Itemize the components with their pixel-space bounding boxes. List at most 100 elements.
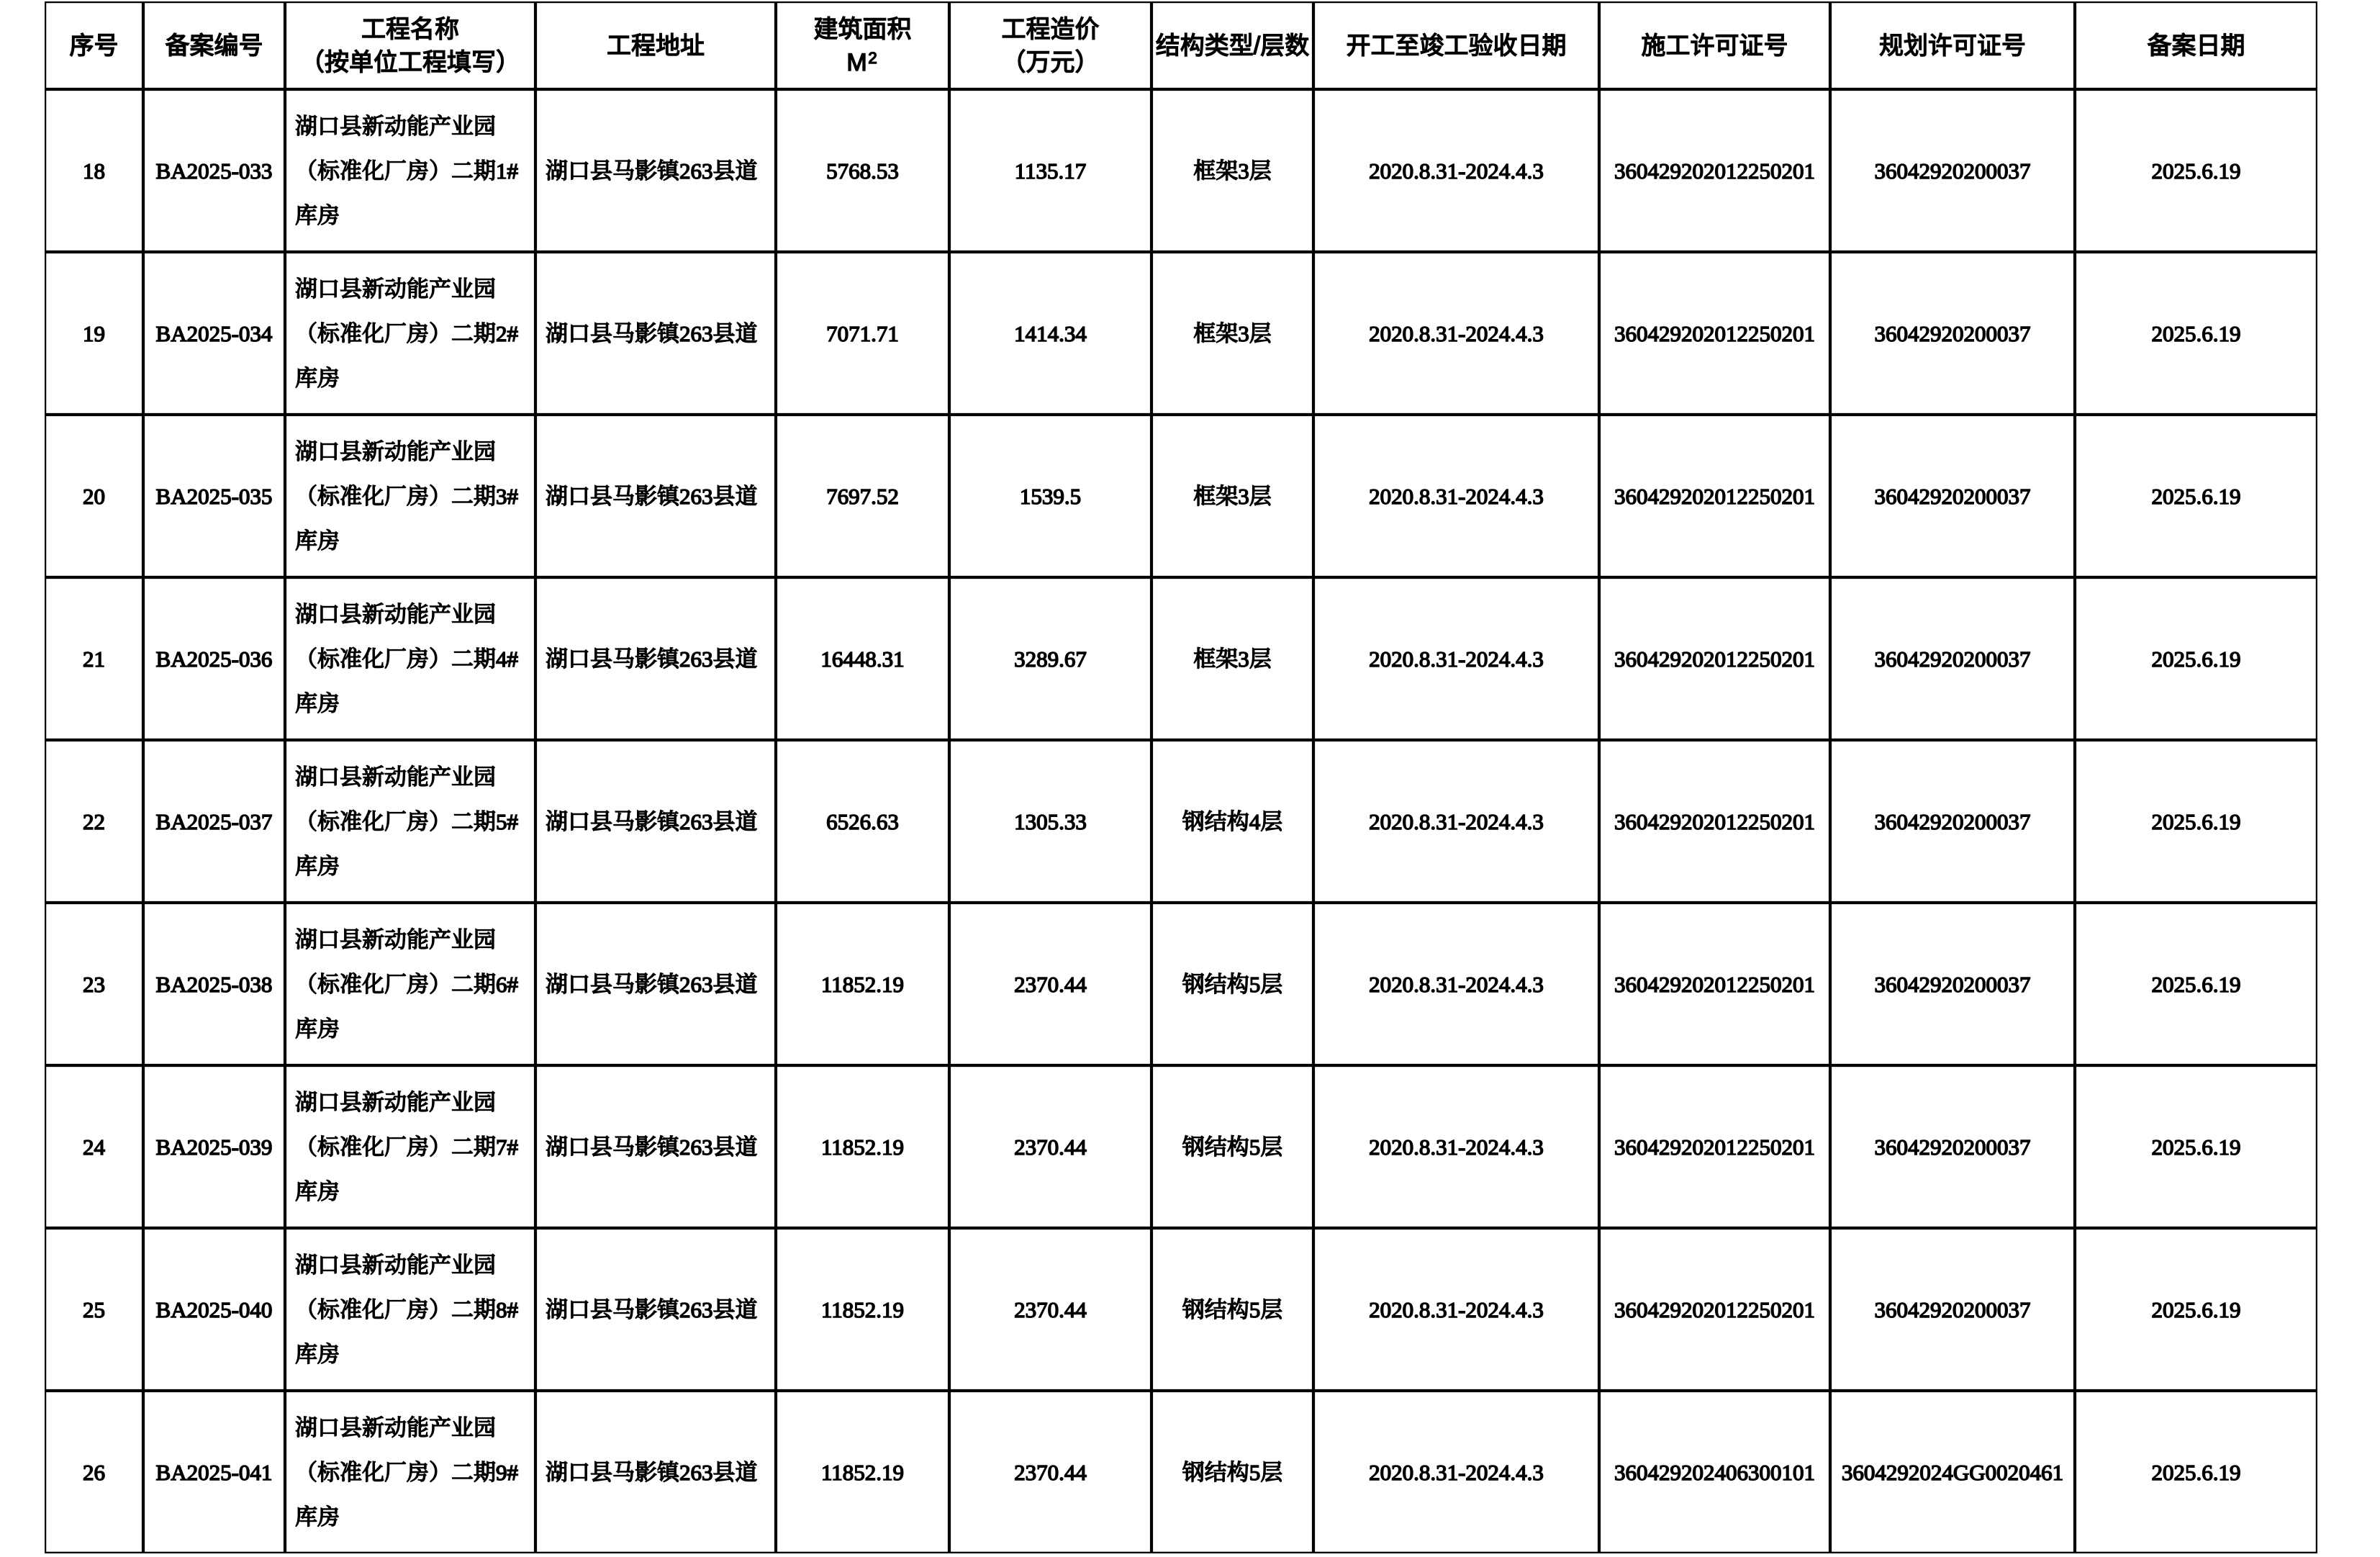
svg-text:钢结构5层: 钢结构5层 <box>1182 1134 1283 1160</box>
svg-text:框架3层: 框架3层 <box>1193 484 1272 509</box>
svg-text:36042920200037: 36042920200037 <box>1875 972 2031 997</box>
svg-text:1135.17: 1135.17 <box>1015 158 1087 184</box>
svg-text:湖口县新动能产业园: 湖口县新动能产业园 <box>295 114 496 139</box>
svg-text:湖口县新动能产业园: 湖口县新动能产业园 <box>295 1415 496 1440</box>
svg-text:框架3层: 框架3层 <box>1193 158 1272 184</box>
svg-text:框架3层: 框架3层 <box>1193 646 1272 672</box>
svg-text:36042920200037: 36042920200037 <box>1875 1297 2031 1322</box>
svg-text:湖口县马影镇263县道: 湖口县马影镇263县道 <box>546 1460 758 1485</box>
svg-text:工程名称: 工程名称 <box>361 16 459 43</box>
svg-text:18: 18 <box>83 158 105 184</box>
svg-text:库房: 库房 <box>295 1179 340 1204</box>
svg-text:BA2025-033: BA2025-033 <box>156 158 273 184</box>
svg-text:360429202012250201: 360429202012250201 <box>1614 1297 1815 1322</box>
svg-text:2020.8.31-2024.4.3: 2020.8.31-2024.4.3 <box>1369 646 1544 672</box>
svg-text:2370.44: 2370.44 <box>1014 1297 1087 1322</box>
svg-text:2020.8.31-2024.4.3: 2020.8.31-2024.4.3 <box>1369 809 1544 834</box>
svg-text:工程造价: 工程造价 <box>1002 16 1100 43</box>
svg-text:钢结构5层: 钢结构5层 <box>1182 1297 1283 1322</box>
svg-text:7697.52: 7697.52 <box>826 484 899 509</box>
svg-text:21: 21 <box>83 646 105 672</box>
svg-text:2020.8.31-2024.4.3: 2020.8.31-2024.4.3 <box>1369 484 1544 509</box>
svg-text:6526.63: 6526.63 <box>826 809 899 834</box>
svg-text:M: M <box>846 49 867 76</box>
svg-text:规划许可证号: 规划许可证号 <box>1879 32 2026 60</box>
svg-text:建筑面积: 建筑面积 <box>814 16 912 43</box>
svg-text:2020.8.31-2024.4.3: 2020.8.31-2024.4.3 <box>1369 321 1544 346</box>
svg-text:钢结构5层: 钢结构5层 <box>1182 972 1283 997</box>
svg-text:（标准化厂房）二期3#: （标准化厂房）二期3# <box>295 484 518 509</box>
svg-text:360429202012250201: 360429202012250201 <box>1614 809 1815 834</box>
svg-text:360429202012250201: 360429202012250201 <box>1614 158 1815 184</box>
svg-text:36042920200037: 36042920200037 <box>1875 1134 2031 1160</box>
svg-text:（标准化厂房）二期6#: （标准化厂房）二期6# <box>295 972 518 997</box>
svg-text:库房: 库房 <box>295 528 340 554</box>
svg-text:备案日期: 备案日期 <box>2148 32 2245 60</box>
svg-text:1539.5: 1539.5 <box>1020 484 1081 509</box>
svg-text:湖口县马影镇263县道: 湖口县马影镇263县道 <box>546 646 758 672</box>
svg-text:结构类型/层数: 结构类型/层数 <box>1156 32 1309 60</box>
svg-text:36042920200037: 36042920200037 <box>1875 484 2031 509</box>
svg-text:25: 25 <box>83 1297 105 1322</box>
svg-text:库房: 库房 <box>295 854 340 879</box>
svg-text:湖口县马影镇263县道: 湖口县马影镇263县道 <box>546 158 758 184</box>
svg-text:框架3层: 框架3层 <box>1193 321 1272 346</box>
svg-text:20: 20 <box>83 484 105 509</box>
svg-text:库房: 库房 <box>295 366 340 391</box>
svg-text:36042920200037: 36042920200037 <box>1875 809 2031 834</box>
svg-text:16448.31: 16448.31 <box>820 646 904 672</box>
svg-text:11852.19: 11852.19 <box>821 972 904 997</box>
svg-text:湖口县新动能产业园: 湖口县新动能产业园 <box>295 439 496 464</box>
svg-text:360429202012250201: 360429202012250201 <box>1614 972 1815 997</box>
svg-text:开工至竣工验收日期: 开工至竣工验收日期 <box>1347 32 1567 60</box>
svg-text:2020.8.31-2024.4.3: 2020.8.31-2024.4.3 <box>1369 1134 1544 1160</box>
svg-text:库房: 库房 <box>295 1342 340 1367</box>
svg-text:5768.53: 5768.53 <box>826 158 899 184</box>
svg-text:BA2025-038: BA2025-038 <box>156 972 273 997</box>
svg-text:（万元）: （万元） <box>1002 49 1100 76</box>
svg-text:BA2025-036: BA2025-036 <box>156 646 273 672</box>
svg-text:2370.44: 2370.44 <box>1014 972 1087 997</box>
svg-text:BA2025-034: BA2025-034 <box>156 321 273 346</box>
svg-text:2020.8.31-2024.4.3: 2020.8.31-2024.4.3 <box>1369 158 1544 184</box>
svg-text:（标准化厂房）二期1#: （标准化厂房）二期1# <box>295 158 518 184</box>
svg-text:钢结构5层: 钢结构5层 <box>1182 1460 1283 1485</box>
svg-text:湖口县新动能产业园: 湖口县新动能产业园 <box>295 927 496 952</box>
svg-text:（标准化厂房）二期2#: （标准化厂房）二期2# <box>295 321 518 346</box>
svg-text:2370.44: 2370.44 <box>1014 1460 1087 1485</box>
svg-text:22: 22 <box>83 809 105 834</box>
svg-text:2025.6.19: 2025.6.19 <box>2152 321 2241 346</box>
svg-text:11852.19: 11852.19 <box>821 1297 904 1322</box>
svg-text:BA2025-037: BA2025-037 <box>156 809 273 834</box>
svg-text:施工许可证号: 施工许可证号 <box>1642 32 1788 60</box>
svg-text:26: 26 <box>83 1460 105 1485</box>
svg-text:3289.67: 3289.67 <box>1014 646 1087 672</box>
svg-text:（标准化厂房）二期5#: （标准化厂房）二期5# <box>295 809 518 834</box>
svg-text:2025.6.19: 2025.6.19 <box>2152 1134 2241 1160</box>
svg-text:2020.8.31-2024.4.3: 2020.8.31-2024.4.3 <box>1369 972 1544 997</box>
svg-text:湖口县新动能产业园: 湖口县新动能产业园 <box>295 1090 496 1115</box>
svg-text:36042920200037: 36042920200037 <box>1875 646 2031 672</box>
svg-text:（标准化厂房）二期9#: （标准化厂房）二期9# <box>295 1460 518 1485</box>
svg-text:1414.34: 1414.34 <box>1014 321 1087 346</box>
svg-text:2020.8.31-2024.4.3: 2020.8.31-2024.4.3 <box>1369 1460 1544 1485</box>
svg-text:湖口县马影镇263县道: 湖口县马影镇263县道 <box>546 809 758 834</box>
svg-text:湖口县马影镇263县道: 湖口县马影镇263县道 <box>546 972 758 997</box>
svg-text:360429202012250201: 360429202012250201 <box>1614 1134 1815 1160</box>
svg-text:19: 19 <box>83 321 105 346</box>
svg-text:2025.6.19: 2025.6.19 <box>2152 1297 2241 1322</box>
svg-text:11852.19: 11852.19 <box>821 1460 904 1485</box>
svg-text:2025.6.19: 2025.6.19 <box>2152 646 2241 672</box>
svg-text:（标准化厂房）二期7#: （标准化厂房）二期7# <box>295 1134 518 1160</box>
svg-text:3604292024GG0020461: 3604292024GG0020461 <box>1842 1460 2063 1485</box>
svg-text:2370.44: 2370.44 <box>1014 1134 1087 1160</box>
svg-text:（标准化厂房）二期8#: （标准化厂房）二期8# <box>295 1297 518 1322</box>
svg-text:BA2025-041: BA2025-041 <box>156 1460 273 1485</box>
svg-text:备案编号: 备案编号 <box>166 32 263 60</box>
svg-text:工程地址: 工程地址 <box>607 32 705 60</box>
svg-text:7071.71: 7071.71 <box>826 321 899 346</box>
svg-text:BA2025-035: BA2025-035 <box>156 484 273 509</box>
svg-text:36042920200037: 36042920200037 <box>1875 321 2031 346</box>
svg-text:2025.6.19: 2025.6.19 <box>2152 809 2241 834</box>
svg-text:360429202406300101: 360429202406300101 <box>1614 1460 1815 1485</box>
